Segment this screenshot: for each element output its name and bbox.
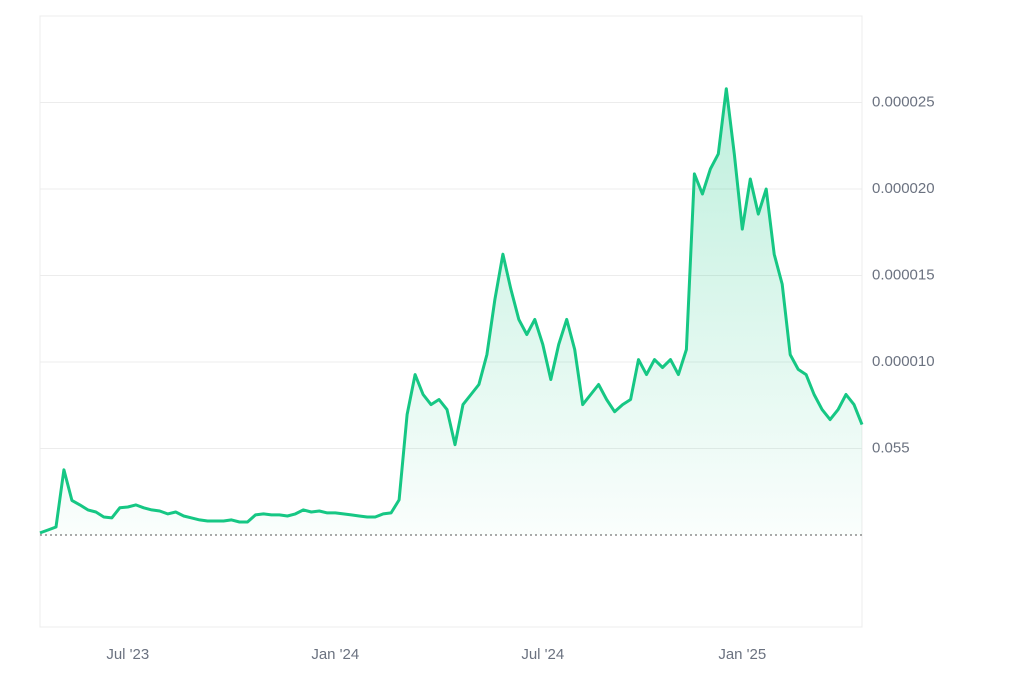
y-tick-label: 0.000015 bbox=[872, 266, 935, 283]
plot-frame bbox=[39, 15, 863, 628]
x-tick-label: Jul '23 bbox=[106, 646, 149, 663]
x-tick-label: Jul '24 bbox=[521, 646, 564, 663]
area-fill bbox=[40, 88, 862, 535]
x-tick-label: Jan '25 bbox=[718, 646, 766, 663]
y-tick-label: 0.000010 bbox=[872, 353, 935, 370]
x-tick-label: Jan '24 bbox=[311, 646, 359, 663]
y-tick-label: 0.055 bbox=[872, 439, 910, 456]
y-tick-label: 0.000025 bbox=[872, 93, 935, 110]
y-tick-label: 0.000020 bbox=[872, 180, 935, 197]
price-line bbox=[39, 87, 864, 535]
